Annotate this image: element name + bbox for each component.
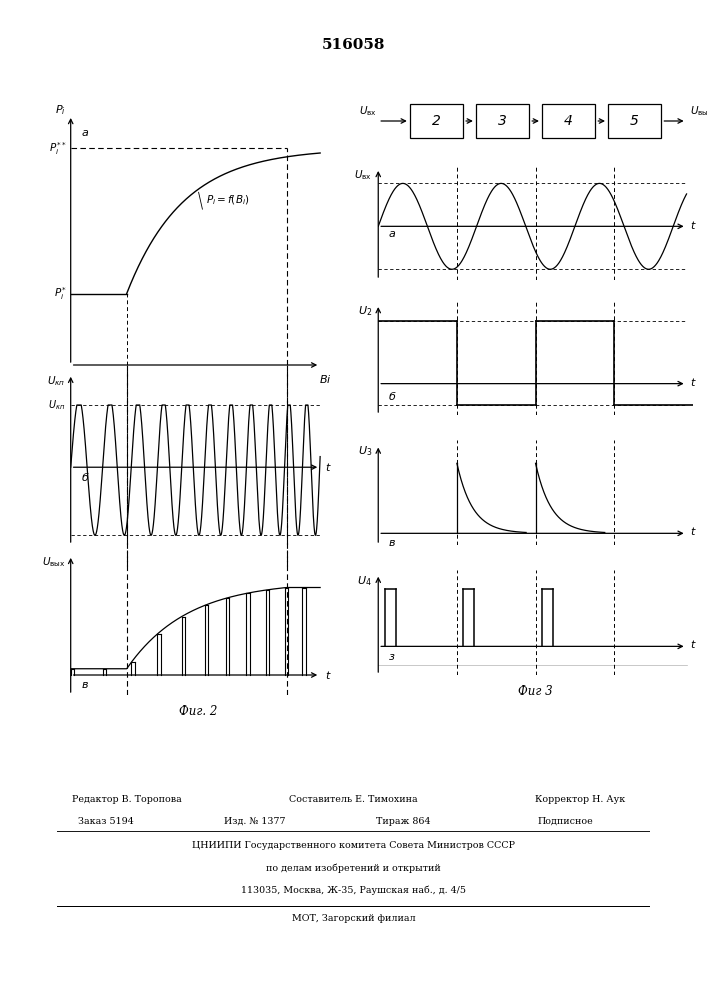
Text: 113035, Москва, Ж-35, Раушская наб., д. 4/5: 113035, Москва, Ж-35, Раушская наб., д. … xyxy=(241,885,466,895)
Text: 5: 5 xyxy=(630,114,639,128)
Text: $t$: $t$ xyxy=(325,669,332,681)
Text: Изд. № 1377: Изд. № 1377 xyxy=(224,817,285,826)
Text: $Bi$: $Bi$ xyxy=(319,373,332,385)
Text: $P_i$: $P_i$ xyxy=(54,103,66,117)
Text: 2: 2 xyxy=(432,114,441,128)
Text: по делам изобретений и открытий: по делам изобретений и открытий xyxy=(266,863,441,873)
Text: $U_{\text{вх}}$: $U_{\text{вх}}$ xyxy=(354,168,372,182)
Text: 516058: 516058 xyxy=(322,38,385,52)
Text: $U_{\text{вых}}$: $U_{\text{вых}}$ xyxy=(42,555,66,569)
Text: $U_{\text{вх}}$: $U_{\text{вх}}$ xyxy=(358,104,377,118)
Text: Заказ 5194: Заказ 5194 xyxy=(78,817,134,826)
Text: $U_{\text{вых}}$: $U_{\text{вых}}$ xyxy=(690,104,707,118)
Text: $P_i^{*}$: $P_i^{*}$ xyxy=(54,285,67,302)
Text: $a$: $a$ xyxy=(81,128,89,138)
Bar xyxy=(410,104,463,138)
Text: Фиг 3: Фиг 3 xyxy=(518,685,553,698)
Text: 3: 3 xyxy=(498,114,507,128)
Text: $t$: $t$ xyxy=(690,525,696,537)
Text: $в$: $в$ xyxy=(81,680,89,690)
Text: Тираж 864: Тираж 864 xyxy=(375,817,431,826)
Text: $U_3$: $U_3$ xyxy=(358,445,372,458)
Bar xyxy=(608,104,662,138)
Text: Фиг. 2: Фиг. 2 xyxy=(179,705,217,718)
Text: $U_2$: $U_2$ xyxy=(358,304,372,318)
Text: Подписное: Подписное xyxy=(538,817,593,826)
Text: $t$: $t$ xyxy=(690,638,696,650)
Text: $б$: $б$ xyxy=(387,390,396,402)
Text: $t$: $t$ xyxy=(690,376,696,388)
Text: $t$: $t$ xyxy=(325,461,332,473)
Bar xyxy=(542,104,595,138)
Text: Составитель Е. Тимохина: Составитель Е. Тимохина xyxy=(289,795,418,804)
Text: $P_i=f(B_i)$: $P_i=f(B_i)$ xyxy=(206,193,249,207)
Text: 4: 4 xyxy=(564,114,573,128)
Text: Корректор Н. Аук: Корректор Н. Аук xyxy=(534,795,625,804)
Text: $б$: $б$ xyxy=(81,471,89,483)
Text: $U_4$: $U_4$ xyxy=(357,574,372,588)
Text: Редактор В. Торопова: Редактор В. Торопова xyxy=(72,795,182,804)
Text: $U_{\kappa п}$: $U_{\kappa п}$ xyxy=(47,374,66,388)
Text: $P_i^{**}$: $P_i^{**}$ xyxy=(49,140,67,157)
Text: ЦНИИПИ Государственного комитета Совета Министров СССР: ЦНИИПИ Государственного комитета Совета … xyxy=(192,841,515,850)
Text: $a$: $a$ xyxy=(387,229,396,239)
Text: $з$: $з$ xyxy=(387,652,395,662)
Bar xyxy=(476,104,530,138)
Text: МОТ, Загорский филиал: МОТ, Загорский филиал xyxy=(292,914,415,923)
Text: $t$: $t$ xyxy=(690,219,696,231)
Text: $в$: $в$ xyxy=(387,538,396,548)
Text: $U_{\kappa п}$: $U_{\kappa п}$ xyxy=(48,398,66,412)
